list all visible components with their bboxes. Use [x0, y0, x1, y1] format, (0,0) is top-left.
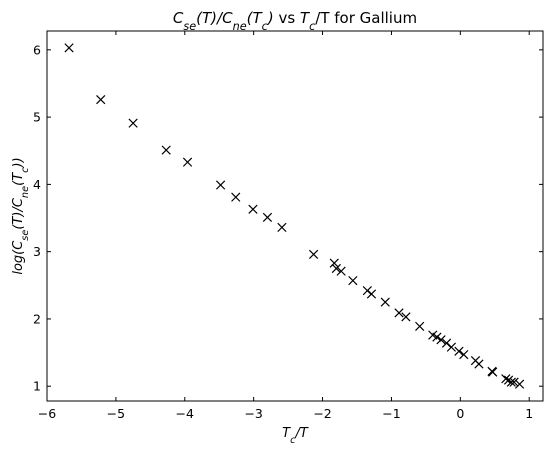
data-point — [231, 192, 241, 202]
chart-title: Cse(T)/Cne(Tc) vs Tc/T for Gallium — [173, 9, 417, 33]
x-axis-ticks: −6 −5 −4 −3 −2 −1 0 1 — [38, 31, 533, 421]
x-tick-label: 0 — [456, 406, 464, 421]
y-tick-label: 3 — [33, 244, 41, 259]
data-point — [182, 157, 193, 167]
data-point — [506, 377, 516, 387]
data-point — [96, 94, 106, 105]
x-tick-label: −6 — [38, 406, 56, 421]
x-axis-label: Tc/T — [282, 426, 309, 446]
y-axis-label: log(Cse(T)/Cne(Tc)) — [11, 157, 31, 274]
data-point — [436, 335, 446, 345]
data-point — [215, 180, 226, 190]
data-point — [474, 359, 484, 369]
x-tick-label: −1 — [382, 406, 400, 421]
data-point — [394, 308, 404, 318]
data-point — [454, 346, 464, 356]
data-point — [161, 145, 171, 155]
data-point — [128, 118, 138, 128]
y-tick-label: 1 — [33, 379, 41, 394]
y-tick-label: 5 — [33, 110, 41, 125]
x-tick-label: 1 — [525, 406, 533, 421]
data-point — [331, 263, 341, 274]
data-point — [277, 222, 287, 233]
data-point — [329, 258, 339, 268]
y-tick-label: 4 — [33, 177, 41, 192]
y-tick-label: 2 — [33, 311, 41, 326]
data-point — [336, 266, 346, 276]
data-point — [64, 43, 74, 53]
x-tick-label: −5 — [107, 406, 125, 421]
x-tick-label: −3 — [244, 406, 262, 421]
data-point — [501, 374, 511, 384]
data-point — [446, 342, 457, 352]
data-point — [488, 367, 498, 377]
x-tick-label: −2 — [313, 406, 331, 421]
data-point — [380, 297, 390, 307]
data-points — [64, 43, 525, 389]
y-tick-label: 6 — [33, 42, 41, 57]
data-point — [415, 321, 425, 331]
data-point — [262, 212, 273, 222]
data-point — [348, 275, 358, 286]
data-point — [248, 204, 258, 214]
data-point — [401, 312, 411, 322]
data-point — [459, 349, 469, 360]
data-point — [509, 377, 519, 387]
data-point — [308, 249, 319, 259]
plot-frame — [46, 30, 544, 402]
y-axis-ticks: 1 2 3 4 5 6 — [33, 42, 543, 394]
x-tick-label: −4 — [176, 406, 194, 421]
data-point — [366, 289, 377, 299]
data-point — [514, 379, 525, 389]
data-point — [432, 332, 442, 342]
